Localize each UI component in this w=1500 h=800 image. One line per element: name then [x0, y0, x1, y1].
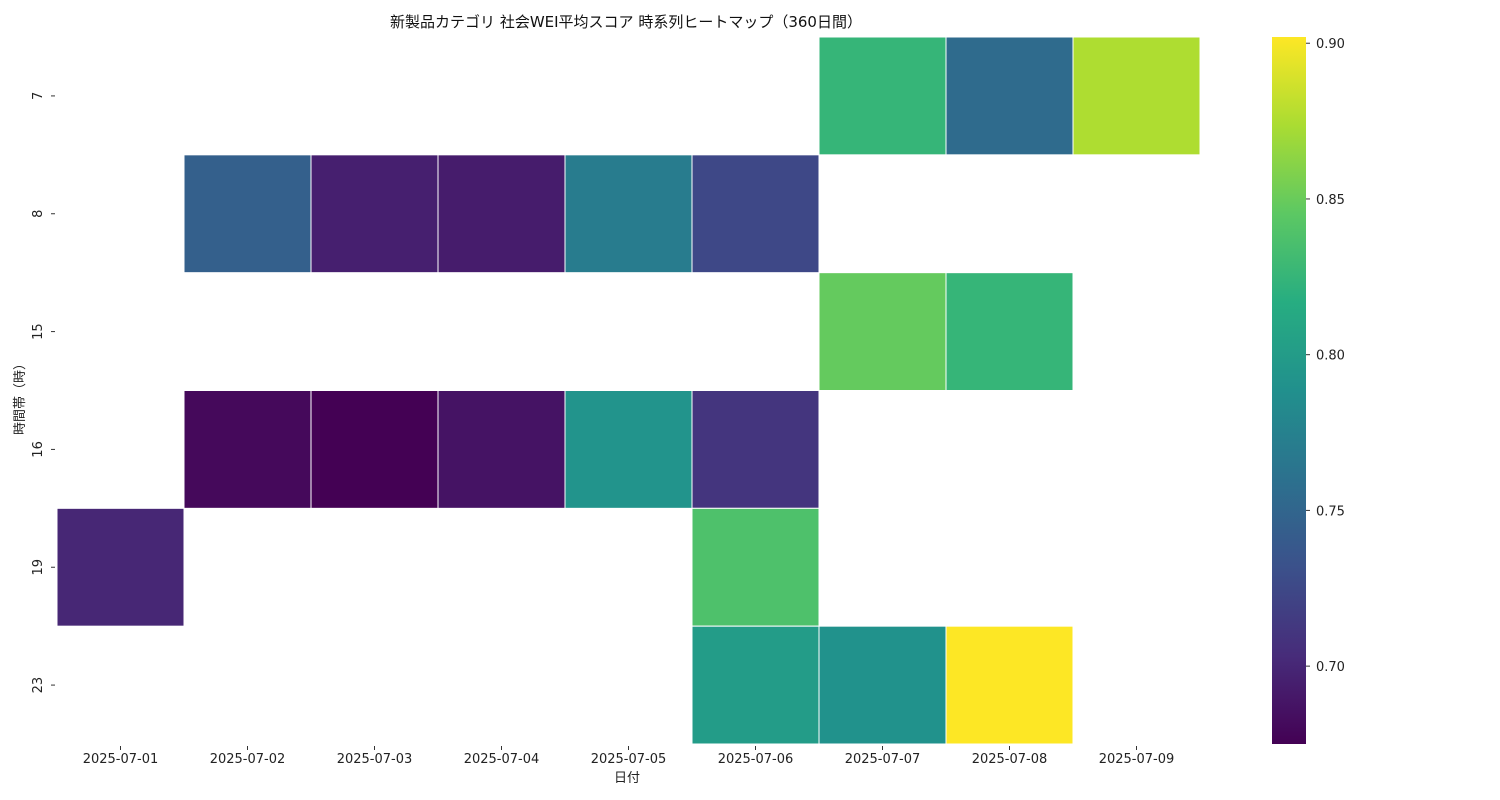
x-tick-label: 2025-07-01: [83, 752, 159, 767]
heatmap-cell: [183, 154, 312, 274]
y-tick-label: 23: [31, 677, 46, 694]
colorbar-tick-label: 0.80: [1316, 349, 1345, 364]
heatmap-cell: [310, 390, 439, 509]
colorbar-ticks: 0.70 0.75 0.80 0.85 0.90: [1306, 37, 1345, 675]
x-tick-label: 2025-07-07: [845, 752, 921, 767]
heatmap-cell: [691, 390, 820, 509]
heatmap-cell: [437, 390, 566, 509]
x-tick-label: 2025-07-08: [972, 752, 1048, 767]
colorbar-tick-label: 0.90: [1316, 37, 1345, 52]
heatmap-cell: [310, 154, 439, 274]
heatmap-cell: [691, 507, 820, 627]
heatmap-cell: [56, 507, 185, 627]
heatmap-cell: [437, 154, 566, 274]
colorbar-tick-label: 0.75: [1316, 504, 1345, 519]
colorbar-tick-label: 0.70: [1316, 660, 1345, 675]
colorbar-tick-label: 0.85: [1316, 193, 1345, 208]
heatmap-cell: [691, 154, 820, 274]
y-tick-label: 7: [31, 92, 46, 100]
x-tick-label: 2025-07-09: [1099, 752, 1175, 767]
x-tick-label: 2025-07-04: [464, 752, 540, 767]
y-axis-ticks: 7 8 15 16 19 23: [31, 92, 55, 694]
y-tick-label: 19: [31, 559, 46, 576]
heatmap-cell: [564, 154, 693, 274]
y-tick-label: 15: [31, 323, 46, 340]
colorbar: [1272, 37, 1306, 744]
x-axis-ticks: 2025-07-01 2025-07-02 2025-07-03 2025-07-04…: [83, 746, 1175, 767]
y-tick-label: 8: [31, 210, 46, 218]
chart-title: 新製品カテゴリ 社会WEI平均スコア 時系列ヒートマップ（360日間）: [390, 13, 862, 31]
heatmap-cell: [818, 36, 947, 156]
heatmap-cell: [945, 36, 1074, 156]
x-tick-label: 2025-07-02: [210, 752, 286, 767]
y-axis-label: 時間帯（時）: [13, 357, 28, 435]
x-tick-label: 2025-07-06: [718, 752, 794, 767]
heatmap-cell: [818, 272, 947, 391]
x-tick-label: 2025-07-03: [337, 752, 413, 767]
heatmap-cells: [56, 36, 1201, 745]
heatmap-cell: [564, 390, 693, 509]
x-axis-label: 日付: [614, 771, 640, 786]
heatmap-cell: [691, 625, 820, 745]
heatmap-cell: [818, 625, 947, 745]
x-tick-label: 2025-07-05: [591, 752, 667, 767]
heatmap-cell: [945, 272, 1074, 391]
heatmap-cell: [183, 390, 312, 509]
heatmap-cell: [945, 625, 1074, 745]
y-tick-label: 16: [31, 441, 46, 458]
heatmap-cell: [1072, 36, 1201, 156]
